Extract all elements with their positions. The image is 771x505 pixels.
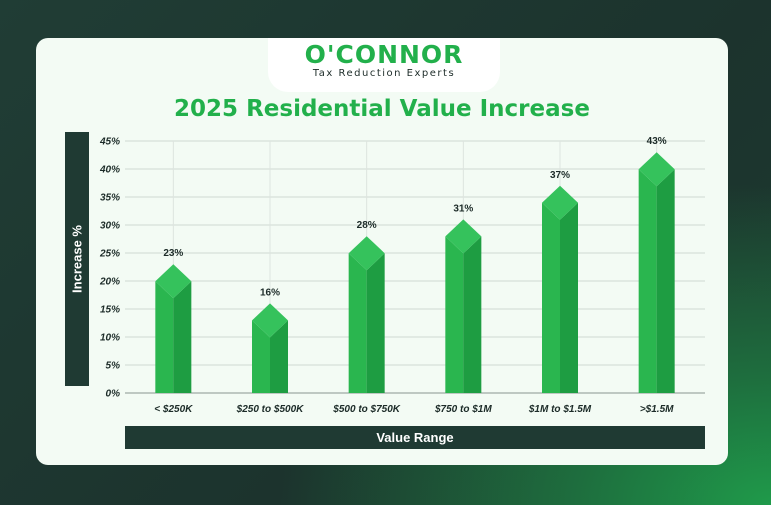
x-tick-label: $750 to $1M <box>434 404 492 415</box>
bar-right-face <box>463 236 482 393</box>
bar-cap <box>155 264 192 299</box>
y-tick-label: 25% <box>99 249 120 260</box>
data-label: 28% <box>357 220 377 231</box>
bar-right-face <box>560 202 578 393</box>
bar-right-face <box>270 320 288 393</box>
data-label: 16% <box>260 287 280 298</box>
data-label: 31% <box>453 203 473 214</box>
x-tick-label: $250 to $500K <box>236 404 304 415</box>
y-tick-label: 45% <box>99 137 120 148</box>
brand-logo: O'CONNOR Tax Reduction Experts <box>268 40 500 79</box>
y-axis-label-bar <box>65 132 89 386</box>
x-axis-label: Value Range <box>125 426 705 449</box>
bar-cap <box>542 185 578 220</box>
brand-tagline: Tax Reduction Experts <box>312 68 456 79</box>
bar-left-face <box>445 236 464 393</box>
bar-right-face <box>366 253 385 393</box>
logo-tab <box>268 38 500 92</box>
bar-left-face <box>348 253 367 393</box>
bar-cap <box>638 152 675 187</box>
y-tick-label: 20% <box>99 277 120 288</box>
bar-left-face <box>542 202 560 393</box>
bar-cap <box>348 236 385 271</box>
data-label: 43% <box>647 136 667 147</box>
bar-left-face <box>638 169 657 393</box>
bar-right-face <box>656 169 675 393</box>
bar-cap <box>252 303 288 338</box>
bar-left-face <box>252 320 270 393</box>
x-tick-label: < $250K <box>154 404 193 415</box>
y-tick-label: 30% <box>100 221 120 232</box>
y-tick-label: 0% <box>106 389 121 400</box>
y-tick-label: 10% <box>100 333 120 344</box>
y-tick-label: 15% <box>100 305 120 316</box>
x-tick-label: >$1.5M <box>640 404 674 415</box>
brand-name: O'CONNOR <box>304 40 464 69</box>
bar-left-face <box>155 281 174 393</box>
y-tick-label: 40% <box>99 165 120 176</box>
chart-title: 2025 Residential Value Increase <box>174 96 590 122</box>
data-label: 23% <box>163 248 183 259</box>
bar-cap <box>445 219 482 254</box>
data-label: 37% <box>550 170 570 181</box>
y-tick-label: 5% <box>106 361 121 372</box>
y-tick-label: 35% <box>100 193 120 204</box>
x-tick-label: $500 to $750K <box>332 404 400 415</box>
x-tick-label: $1M to $1.5M <box>528 404 592 415</box>
bar-right-face <box>173 281 192 393</box>
